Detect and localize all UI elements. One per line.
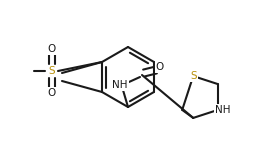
Text: S: S [49, 66, 55, 76]
Text: NH: NH [215, 105, 231, 115]
Text: NH: NH [112, 80, 128, 90]
Text: O: O [156, 62, 164, 72]
Text: O: O [48, 44, 56, 54]
Text: O: O [48, 88, 56, 98]
Text: S: S [190, 71, 197, 81]
